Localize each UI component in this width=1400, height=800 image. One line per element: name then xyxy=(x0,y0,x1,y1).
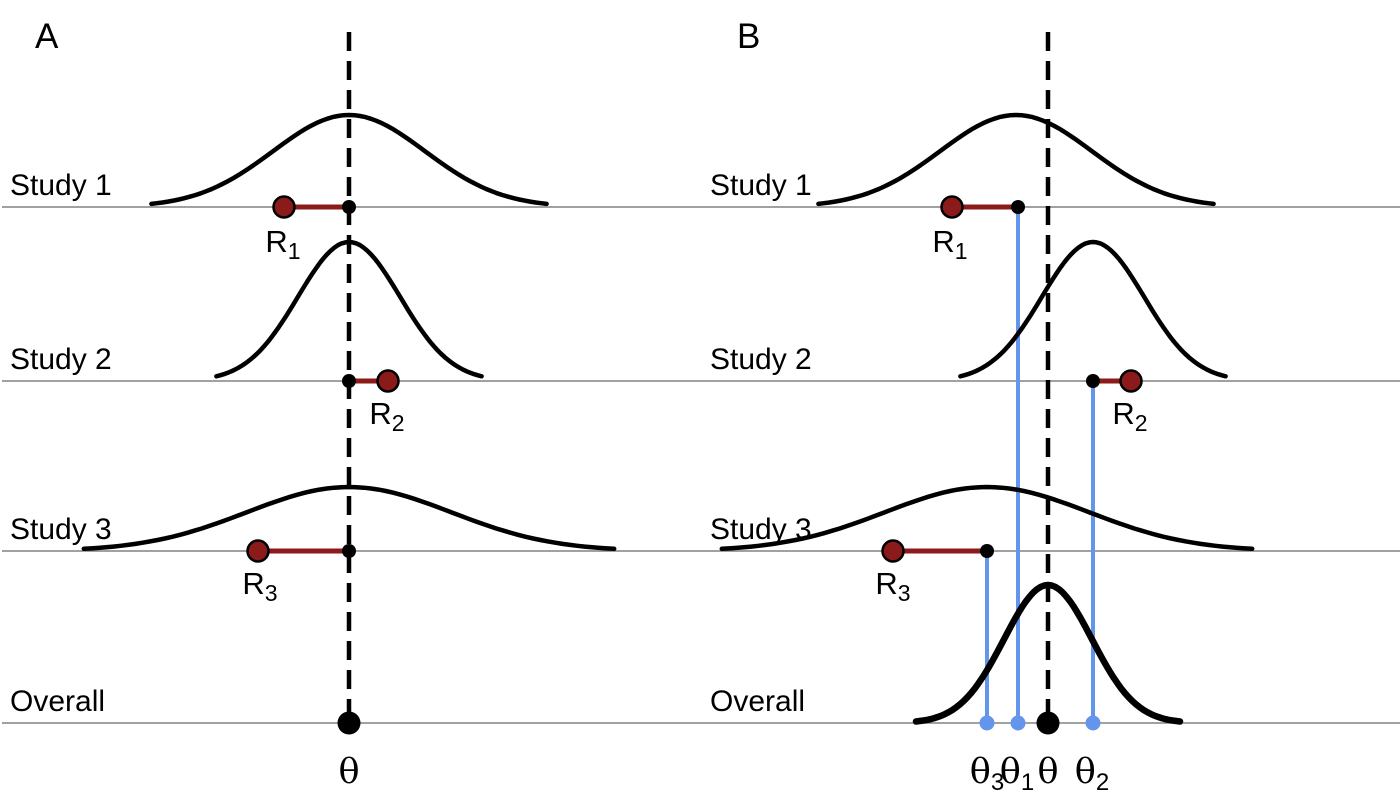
estimate-dot xyxy=(940,195,964,219)
row-label: Overall xyxy=(710,685,805,718)
overall-distribution-curve xyxy=(912,581,1184,725)
theta-subscript: 2 xyxy=(1096,769,1109,796)
theta-axis-label: θ xyxy=(338,752,359,792)
baseline-theta-dot xyxy=(1011,200,1025,214)
overall-theta-dot xyxy=(337,711,361,735)
row-label: Study 2 xyxy=(10,343,112,376)
true-effect-dot xyxy=(1010,715,1026,731)
true-effect-dot xyxy=(979,715,995,731)
estimate-label: R2 xyxy=(1112,396,1147,436)
theta-subscript: 1 xyxy=(1021,769,1034,796)
estimate-label-subscript: 3 xyxy=(265,580,278,606)
estimate-dot xyxy=(246,539,270,563)
estimate-label-subscript: 1 xyxy=(288,238,301,264)
theta-axis-label: θ xyxy=(1037,752,1058,792)
estimate-label-main: R xyxy=(242,566,264,601)
study-likelihood-curve xyxy=(816,112,1216,207)
baseline-theta-dot xyxy=(1086,374,1100,388)
theta-axis-label: θ3 xyxy=(970,752,1004,796)
row-label: Study 2 xyxy=(710,343,812,376)
estimate-label-main: R xyxy=(932,224,954,259)
theta-axis-label: θ2 xyxy=(1075,752,1109,796)
theta-glyph: θ xyxy=(1075,752,1096,792)
theta-glyph: θ xyxy=(970,752,991,792)
theta-subscript: 3 xyxy=(991,769,1004,796)
estimate-label: R1 xyxy=(932,224,967,264)
study-likelihood-curve xyxy=(719,484,1255,552)
study-likelihood-curve xyxy=(214,239,484,379)
estimate-label-main: R xyxy=(369,396,391,431)
panel-label: B xyxy=(737,17,760,56)
row-label: Study 3 xyxy=(710,513,812,546)
study-likelihood-curve xyxy=(958,239,1228,379)
baseline-theta-dot xyxy=(342,374,356,388)
theta-glyph: θ xyxy=(1000,752,1021,792)
estimate-dot xyxy=(1119,369,1143,393)
estimate-label-subscript: 2 xyxy=(1135,410,1148,436)
baseline-theta-dot xyxy=(342,544,356,558)
estimate-dot xyxy=(272,195,296,219)
theta-axis-label: θ1 xyxy=(1000,752,1034,796)
study-likelihood-curve xyxy=(149,112,549,207)
row-label: Study 1 xyxy=(710,169,812,202)
estimate-label: R3 xyxy=(875,566,910,606)
estimate-label-main: R xyxy=(875,566,897,601)
estimate-dot xyxy=(881,539,905,563)
study-likelihood-curve xyxy=(81,484,617,552)
estimate-label: R2 xyxy=(369,396,404,436)
estimate-label: R1 xyxy=(265,224,300,264)
baseline-theta-dot xyxy=(342,200,356,214)
theta-glyph: θ xyxy=(338,752,359,792)
estimate-label-main: R xyxy=(1112,396,1134,431)
true-effect-dot xyxy=(1085,715,1101,731)
estimate-label-subscript: 1 xyxy=(955,238,968,264)
estimate-label: R3 xyxy=(242,566,277,606)
overall-theta-dot xyxy=(1036,711,1060,735)
baseline-theta-dot xyxy=(980,544,994,558)
estimate-label-main: R xyxy=(265,224,287,259)
theta-glyph: θ xyxy=(1037,752,1058,792)
estimate-dot xyxy=(376,369,400,393)
panel-label: A xyxy=(35,17,59,56)
row-label: Overall xyxy=(10,685,105,718)
estimate-label-subscript: 3 xyxy=(898,580,911,606)
row-label: Study 1 xyxy=(10,169,112,202)
row-label: Study 3 xyxy=(10,513,112,546)
estimate-label-subscript: 2 xyxy=(392,410,405,436)
